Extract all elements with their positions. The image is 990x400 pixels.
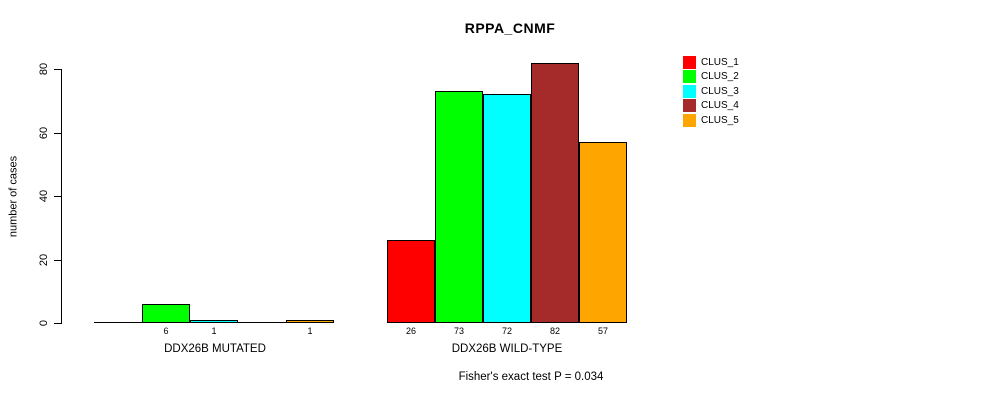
bar-value-label: 72: [501, 326, 512, 336]
bar-clus_5: [286, 320, 334, 323]
group-label-wild-type: DDX26B WILD-TYPE: [451, 343, 563, 355]
bar-value-label: 26: [405, 326, 416, 336]
y-axis-tick: [54, 133, 61, 134]
legend-label: CLUS_2: [701, 71, 739, 83]
bar-value-label: 57: [597, 326, 608, 336]
y-axis-line: [61, 69, 62, 324]
legend-swatch-icon: [683, 113, 696, 127]
group-label-mutated: DDX26B MUTATED: [164, 343, 266, 355]
bar-clus_2: [435, 91, 483, 323]
legend-row: CLUS_4: [683, 99, 739, 113]
legend-label: CLUS_4: [701, 100, 739, 112]
bar-clus_4: [238, 322, 286, 323]
bar-value-label: 73: [453, 326, 464, 336]
y-axis-tick: [54, 196, 61, 197]
y-axis-tick: [54, 69, 61, 70]
legend-row: CLUS_2: [683, 70, 739, 84]
legend-swatch-icon: [683, 84, 696, 98]
legend-row: CLUS_5: [683, 113, 739, 127]
legend-label: CLUS_3: [701, 85, 739, 97]
bar-clus_2: [142, 304, 190, 323]
y-axis-title: number of cases: [7, 155, 20, 238]
legend-swatch-icon: [683, 70, 696, 84]
legend-label: CLUS_5: [701, 114, 739, 126]
legend-row: CLUS_3: [683, 84, 739, 98]
bar-clus_5: [579, 142, 627, 323]
y-axis-tick-label: 60: [38, 126, 50, 140]
legend-swatch-icon: [683, 99, 696, 113]
bar-clus_1: [94, 322, 142, 323]
legend-swatch-icon: [683, 56, 696, 69]
bar-clus_1: [387, 240, 435, 323]
legend-label: CLUS_1: [701, 57, 739, 68]
bar-value-label: 6: [163, 326, 169, 336]
y-axis-tick: [54, 260, 61, 261]
bar-value-label: 1: [307, 326, 313, 336]
bar-value-label: 82: [549, 326, 560, 336]
bar-value-label: 1: [211, 326, 217, 336]
y-axis-tick-label: 20: [38, 253, 50, 267]
fisher-test-caption: Fisher's exact test P = 0.034: [458, 371, 604, 383]
bar-clus_4: [531, 63, 579, 323]
bar-clus_3: [190, 320, 238, 323]
chart-title: RPPA_CNMF: [464, 20, 556, 36]
y-axis-tick-label: 80: [38, 62, 50, 76]
y-axis-tick: [54, 323, 61, 324]
bar-clus_3: [483, 94, 531, 323]
y-axis-tick-label: 40: [38, 189, 50, 203]
legend: CLUS_1 CLUS_2 CLUS_3 CLUS_4 CLUS_5: [683, 56, 739, 128]
y-axis-tick-label: 0: [38, 319, 50, 327]
legend-row: CLUS_1: [683, 56, 739, 69]
